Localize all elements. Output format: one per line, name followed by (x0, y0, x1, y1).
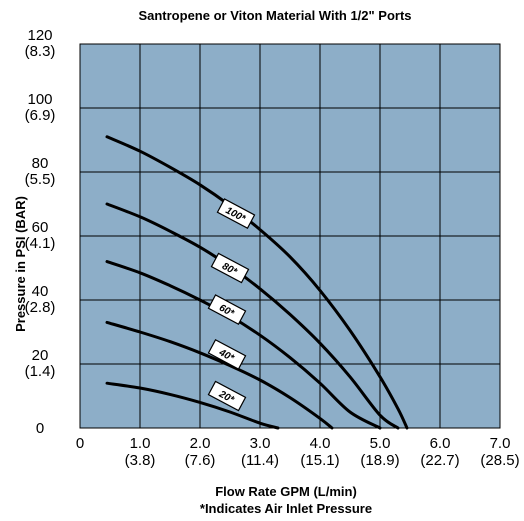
x-tick-label: 5.0 (370, 435, 391, 452)
y-tick-label: 80 (32, 155, 49, 172)
x-tick-sublabel: (22.7) (420, 452, 459, 469)
x-tick-sublabel: (11.4) (241, 452, 279, 469)
y-tick-label: 20 (32, 347, 49, 364)
y-tick-sublabel: (8.3) (25, 43, 56, 60)
series-curve-80 (105, 202, 400, 430)
x-tick-sublabel: (28.5) (480, 452, 519, 469)
x-axis-note: *Indicates Air Inlet Pressure (200, 501, 372, 516)
x-tick-label: 6.0 (430, 435, 451, 452)
series-label-box (216, 198, 256, 230)
series-label-box (207, 338, 247, 370)
chart-title: Santropene or Viton Material With 1/2" P… (138, 8, 411, 23)
series-curve-100 (105, 135, 409, 430)
series-label-box (210, 252, 250, 284)
y-tick-sublabel: (2.8) (25, 299, 56, 316)
y-axis-title: Pressure in PSI (BAR) (13, 196, 28, 332)
x-tick-label: 1.0 (130, 435, 151, 452)
series-label-40: 40* (207, 338, 247, 370)
y-tick-label: 120 (27, 27, 52, 44)
x-tick-label: 4.0 (310, 435, 331, 452)
y-tick-sublabel: (1.4) (25, 363, 56, 380)
series-curve-40 (105, 320, 334, 430)
y-tick-label: 60 (32, 219, 49, 236)
x-tick-sublabel: (7.6) (185, 452, 216, 469)
y-tick-labels: 0 20(1.4) 40(2.8) 60(4.1) 80(5.5) 100(6.9) 120… (25, 27, 56, 437)
x-axis-title: Flow Rate GPM (L/min) (215, 484, 357, 499)
series-label-60: 60* (207, 294, 247, 326)
series-label-layer: 100*80*60*40*20* (207, 198, 256, 412)
series-label-20: 20* (207, 380, 247, 412)
grid-lines (80, 44, 500, 428)
x-tick-labels: 0 1.0(3.8) 2.0(7.6) 3.0(11.4) 4.0(15.1) 5.0(1… (76, 435, 520, 469)
x-tick-label: 0 (76, 435, 84, 452)
series-layer (105, 135, 409, 430)
series-label-box (207, 380, 247, 412)
x-tick-label: 7.0 (490, 435, 511, 452)
x-tick-sublabel: (15.1) (300, 452, 339, 469)
y-tick-label: 40 (32, 283, 49, 300)
x-tick-label: 2.0 (190, 435, 211, 452)
y-tick-label: 100 (27, 91, 52, 108)
y-tick-sublabel: (4.1) (25, 235, 56, 252)
x-tick-sublabel: (18.9) (360, 452, 399, 469)
series-curve-60 (105, 260, 382, 430)
y-tick-sublabel: (5.5) (25, 171, 56, 188)
x-tick-sublabel: (3.8) (125, 452, 156, 469)
x-tick-label: 3.0 (250, 435, 271, 452)
series-curve-20 (105, 381, 280, 430)
y-tick-sublabel: (6.9) (25, 107, 56, 124)
y-tick-label: 0 (36, 420, 44, 437)
series-label-80: 80* (210, 252, 250, 284)
series-label-box (207, 294, 247, 326)
